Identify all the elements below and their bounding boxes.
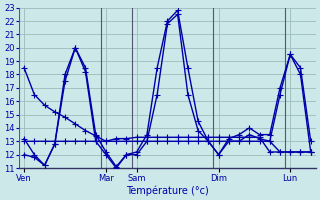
- X-axis label: Température (°c): Température (°c): [126, 185, 209, 196]
